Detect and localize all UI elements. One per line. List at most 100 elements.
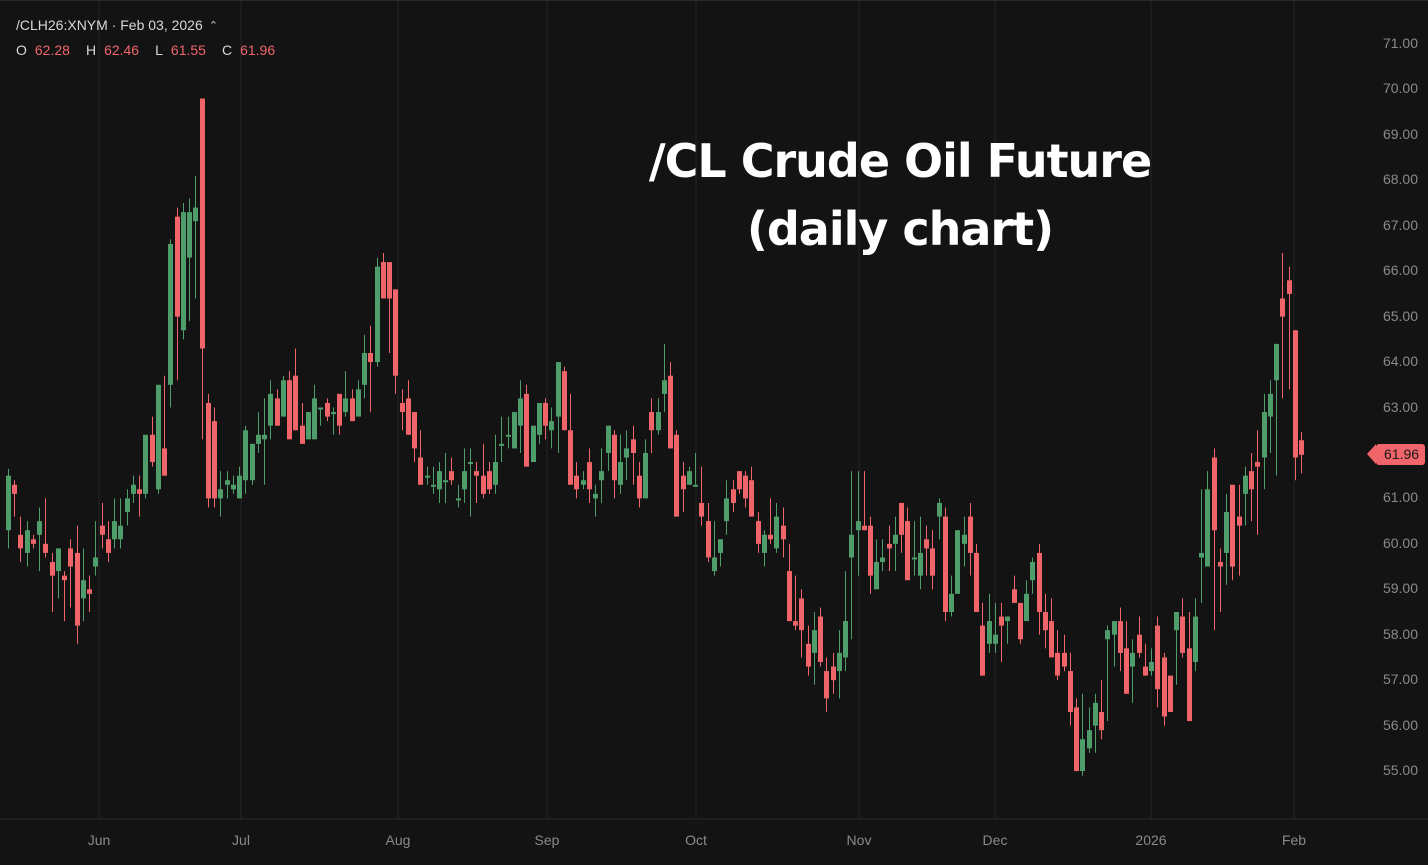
candle-down[interactable]: [1062, 652, 1067, 667]
candle-up[interactable]: [843, 621, 848, 658]
candle-down[interactable]: [31, 539, 36, 544]
candle-up[interactable]: [37, 521, 42, 535]
candle-up[interactable]: [718, 539, 723, 553]
candle-up[interactable]: [874, 562, 879, 590]
candle-up[interactable]: [1080, 739, 1085, 772]
candle-down[interactable]: [393, 289, 398, 376]
candle-down[interactable]: [275, 398, 280, 426]
candle-up[interactable]: [656, 412, 661, 431]
candle-up[interactable]: [231, 484, 236, 490]
candle-up[interactable]: [431, 484, 436, 487]
candle-up[interactable]: [918, 552, 923, 576]
candle-down[interactable]: [574, 475, 579, 490]
candle-up[interactable]: [880, 557, 885, 563]
candle-up[interactable]: [331, 412, 336, 415]
candle-up[interactable]: [849, 534, 854, 558]
candle-up[interactable]: [1262, 412, 1267, 458]
candle-up[interactable]: [25, 530, 30, 553]
candle-up[interactable]: [1105, 630, 1110, 640]
candle-down[interactable]: [337, 393, 342, 426]
candle-down[interactable]: [481, 475, 486, 494]
candle-down[interactable]: [1155, 625, 1160, 690]
candle-up[interactable]: [1205, 489, 1210, 567]
candle-up[interactable]: [456, 498, 461, 501]
candle-down[interactable]: [930, 548, 935, 576]
candle-down[interactable]: [749, 480, 754, 517]
candle-down[interactable]: [787, 571, 792, 622]
candle-down[interactable]: [1180, 616, 1185, 653]
candle-down[interactable]: [406, 398, 411, 435]
candle-up[interactable]: [549, 421, 554, 431]
candle-up[interactable]: [618, 462, 623, 485]
candle-down[interactable]: [300, 425, 305, 444]
candle-up[interactable]: [443, 480, 448, 483]
candle-down[interactable]: [1212, 457, 1217, 531]
candle-up[interactable]: [1149, 661, 1154, 672]
candle-up[interactable]: [125, 498, 130, 513]
candle-up[interactable]: [225, 480, 230, 485]
candle-down[interactable]: [1137, 634, 1142, 653]
candle-down[interactable]: [731, 489, 736, 503]
candle-down[interactable]: [12, 484, 17, 494]
candle-down[interactable]: [106, 539, 111, 553]
candle-down[interactable]: [743, 475, 748, 499]
candle-down[interactable]: [18, 534, 23, 549]
candle-down[interactable]: [75, 552, 80, 626]
candle-up[interactable]: [687, 471, 692, 485]
candle-down[interactable]: [1124, 648, 1129, 694]
candle-down[interactable]: [999, 616, 1004, 626]
candle-up[interactable]: [437, 471, 442, 490]
candle-up[interactable]: [268, 393, 273, 426]
candle-up[interactable]: [193, 207, 198, 222]
candle-down[interactable]: [1043, 612, 1048, 631]
candle-up[interactable]: [187, 212, 192, 258]
chevron-up-icon[interactable]: ⌃: [208, 19, 218, 32]
candle-up[interactable]: [237, 475, 242, 499]
candle-down[interactable]: [781, 525, 786, 540]
candle-down[interactable]: [1299, 440, 1304, 455]
candle-up[interactable]: [56, 548, 61, 572]
candle-up[interactable]: [962, 534, 967, 544]
candle-down[interactable]: [293, 375, 298, 431]
candle-down[interactable]: [793, 621, 798, 626]
candle-down[interactable]: [768, 534, 773, 540]
candle-up[interactable]: [762, 534, 767, 553]
candle-down[interactable]: [980, 625, 985, 676]
candle-up[interactable]: [606, 425, 611, 453]
candle-down[interactable]: [206, 402, 211, 499]
candle-up[interactable]: [1130, 652, 1135, 667]
candle-down[interactable]: [287, 380, 292, 440]
candle-down[interactable]: [674, 434, 679, 517]
candle-down[interactable]: [1168, 675, 1173, 712]
candle-down[interactable]: [668, 375, 673, 449]
candle-down[interactable]: [831, 666, 836, 681]
candle-down[interactable]: [1018, 602, 1023, 640]
candle-down[interactable]: [1230, 484, 1235, 567]
candle-up[interactable]: [168, 243, 173, 385]
candle-up[interactable]: [343, 398, 348, 413]
candle-up[interactable]: [243, 430, 248, 481]
candle-up[interactable]: [531, 425, 536, 463]
candle-down[interactable]: [68, 548, 73, 567]
candle-up[interactable]: [1093, 702, 1098, 726]
candle-up[interactable]: [256, 434, 261, 444]
candle-down[interactable]: [137, 489, 142, 494]
candle-up[interactable]: [81, 580, 86, 599]
candle-down[interactable]: [905, 521, 910, 581]
candle-down[interactable]: [100, 525, 105, 535]
candle-up[interactable]: [724, 498, 729, 522]
candle-down[interactable]: [1118, 621, 1123, 653]
candle-up[interactable]: [306, 412, 311, 440]
candle-up[interactable]: [425, 475, 430, 478]
candle-up[interactable]: [493, 462, 498, 485]
candle-down[interactable]: [568, 430, 573, 485]
candle-down[interactable]: [412, 412, 417, 449]
candle-up[interactable]: [1199, 552, 1204, 558]
candle-up[interactable]: [624, 448, 629, 458]
candle-down[interactable]: [1249, 471, 1254, 490]
candle-down[interactable]: [699, 502, 704, 517]
candle-down[interactable]: [175, 216, 180, 317]
candle-up[interactable]: [1087, 730, 1092, 749]
candle-down[interactable]: [1049, 621, 1054, 658]
